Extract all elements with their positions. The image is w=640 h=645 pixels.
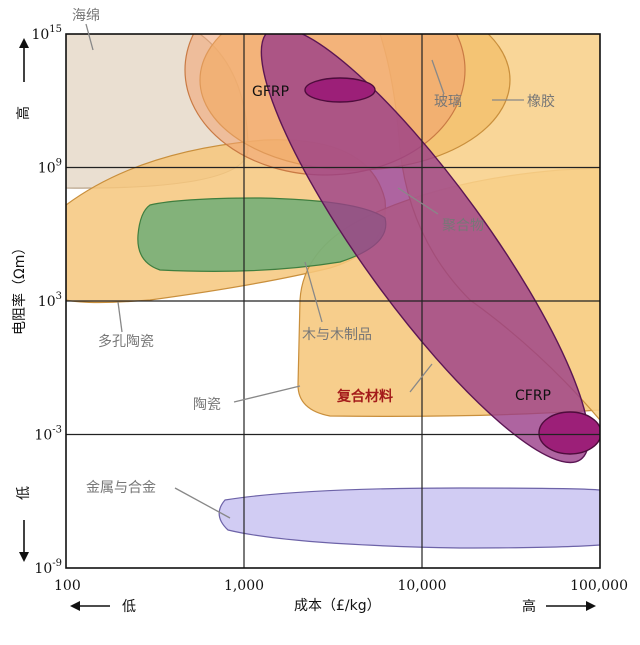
grid [66, 34, 600, 568]
leader-boli [431, 59, 445, 95]
label-jinshu: 金属与合金 [86, 480, 156, 496]
y-tick-label: 103 [38, 291, 62, 310]
y-tick-labels: 1015 109 103 10-3 10-9 [31, 24, 62, 577]
region-gfrp [304, 77, 376, 103]
label-boli: 玻璃 [434, 93, 462, 110]
leader-lines [85, 23, 524, 519]
leader-duokong [117, 301, 123, 333]
y-tick-label: 109 [38, 158, 62, 177]
label-taoci: 陶瓷 [193, 397, 221, 413]
x-tick-label: 1,000 [224, 578, 264, 594]
label-gfrp: GFRP [252, 84, 289, 100]
leader-fuhe [409, 363, 433, 393]
y-low-label: 低 [16, 486, 32, 500]
x-axis-title: 成本（£/kg） [294, 598, 381, 614]
label-fuhe: 复合材料 [336, 388, 393, 405]
region-layer [66, 34, 600, 549]
leader-haimian [85, 23, 94, 51]
y-tick-label: 10-3 [34, 425, 62, 444]
region-labels: 海绵 多孔陶瓷 木与木制品 陶瓷 玻璃 橡胶 聚合物 复合材料 GFRP CFR… [72, 7, 555, 496]
plot-frame [65, 33, 601, 569]
y-tick-label: 1015 [31, 24, 62, 43]
leader-jinshu [174, 487, 231, 519]
label-mu: 木与木制品 [302, 327, 372, 343]
y-tick-label: 10-9 [34, 558, 62, 577]
x-low-label: 低 [122, 599, 136, 615]
label-duokong: 多孔陶瓷 [98, 333, 154, 350]
label-juhewu: 聚合物 [442, 218, 484, 234]
label-haimian: 海绵 [72, 7, 100, 24]
y-axis-title: 电阻率（Ωm） [11, 241, 28, 335]
x-high-label: 高 [522, 598, 536, 615]
x-tick-label: 100,000 [570, 578, 628, 594]
region-jinshu [218, 487, 600, 549]
label-xiangjiao: 橡胶 [527, 93, 555, 110]
region-fuhe [260, 34, 590, 464]
leader-taoci [233, 385, 301, 403]
region-mu [137, 197, 387, 272]
direction-indicators: 低 高 高 低 [15, 38, 596, 615]
y-high-label: 高 [15, 106, 32, 120]
x-tick-label: 100 [54, 578, 81, 594]
x-tick-labels: 100 1,000 10,000 100,000 [54, 578, 628, 594]
region-cfrp [538, 411, 600, 455]
leader-mu [304, 261, 323, 323]
label-cfrp: CFRP [515, 388, 551, 404]
x-tick-label: 10,000 [398, 578, 447, 594]
leader-juhewu [397, 187, 439, 215]
